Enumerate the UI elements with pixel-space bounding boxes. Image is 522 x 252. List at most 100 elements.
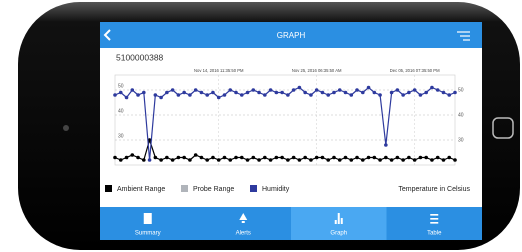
data-point [309,158,313,162]
data-point [275,156,279,160]
data-point [275,91,279,95]
data-point [315,88,319,92]
data-point [252,88,256,92]
data-point [257,91,261,95]
data-point [240,156,244,160]
data-point [223,156,227,160]
data-point [205,93,209,97]
data-point [442,91,446,95]
data-point [332,156,336,160]
data-point [130,153,134,157]
data-point [113,156,117,160]
data-point [453,91,457,95]
data-point [165,91,169,95]
data-point [396,88,400,92]
data-point [188,93,192,97]
data-point [159,158,163,162]
data-point [159,96,163,100]
legend-label: Probe Range [193,186,234,193]
data-point [303,156,307,160]
data-point [200,156,204,160]
data-point [436,88,440,92]
data-point [142,91,146,95]
data-point [419,93,423,97]
data-point [338,158,342,162]
legend-swatch [250,185,257,192]
data-point [419,156,423,160]
data-point [298,86,302,90]
data-point [401,93,405,97]
tab-label: Table [427,231,442,237]
data-point [177,93,181,97]
data-point [367,156,371,160]
data-point [228,88,232,92]
data-point [298,158,302,162]
data-point [177,156,181,160]
data-point [442,158,446,162]
data-point [234,91,238,95]
data-point [171,88,175,92]
x-tick-label: Dec 05, 2016 07:35:50 PM [390,68,440,73]
speaker [63,125,69,131]
tab[interactable]: Graph [291,207,387,240]
y-tick-label: 50 [118,83,124,89]
data-point [286,158,290,162]
legend-label: Humidity [262,186,290,193]
data-point [396,156,400,160]
data-point [205,158,209,162]
data-point [217,158,221,162]
data-point [424,156,428,160]
x-tick-label: Nov 14, 2016 11:35:50 PM [194,68,244,73]
data-point [280,91,284,95]
data-point [194,88,198,92]
data-point [182,156,186,160]
data-point [228,158,232,162]
data-point [165,156,169,160]
data-point [269,158,273,162]
tab-label: Alerts [236,231,251,237]
data-point [119,158,123,162]
y-tick-label-right: 50 [458,87,464,93]
data-point [211,156,215,160]
data-point [436,156,440,160]
data-point [344,156,348,160]
data-point [447,156,451,160]
tab-icon [144,213,152,224]
data-point [384,143,388,147]
data-point [407,156,411,160]
data-point [246,91,250,95]
data-point [424,91,428,95]
data-point [125,96,129,100]
data-point [217,96,221,100]
data-point [349,93,353,97]
data-point [367,86,371,90]
data-point [292,88,296,92]
data-point [148,158,152,162]
data-point [194,153,198,157]
data-point [119,91,123,95]
device-id: 5100000388 [116,52,164,62]
data-point [309,93,313,97]
data-point [373,156,377,160]
data-point [315,156,319,160]
data-point [280,156,284,160]
data-point [246,158,250,162]
data-point [269,88,273,92]
data-point [257,158,261,162]
data-point [390,158,394,162]
data-point [355,88,359,92]
tab-label: Summary [135,231,161,237]
data-point [430,158,434,162]
data-point [154,93,158,97]
data-point [188,158,192,162]
tab-icon [430,214,438,224]
data-point [292,156,296,160]
data-point [453,158,457,162]
data-point [234,156,238,160]
data-point [378,93,382,97]
tab-label: Graph [330,231,347,237]
y-tick-label: 30 [118,133,124,139]
data-point [113,93,117,97]
legend-label: Ambient Range [117,186,165,193]
y-tick-label: 40 [118,108,124,114]
